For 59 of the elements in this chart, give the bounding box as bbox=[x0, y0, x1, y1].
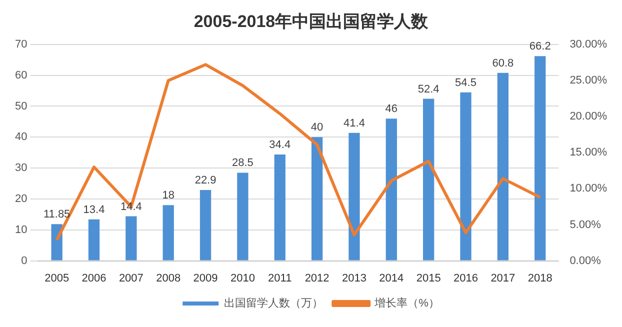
bar bbox=[162, 205, 174, 260]
bar bbox=[88, 219, 100, 260]
data-label: 34.4 bbox=[269, 138, 291, 151]
y2-tick-label: 15.00% bbox=[570, 146, 608, 159]
data-label: 52.4 bbox=[418, 83, 440, 96]
legend-label: 增长率（%） bbox=[374, 296, 440, 310]
y-tick-label: 40 bbox=[14, 131, 28, 144]
data-label: 41.4 bbox=[344, 117, 365, 130]
data-label: 28.5 bbox=[232, 157, 254, 170]
data-label: 40 bbox=[310, 122, 324, 134]
data-label: 60.8 bbox=[492, 57, 514, 70]
y-tick-label: 0 bbox=[21, 254, 28, 267]
bar bbox=[51, 224, 62, 260]
legend-label: 出国留学人数（万） bbox=[224, 296, 324, 310]
bar bbox=[274, 154, 286, 260]
y-tick-label: 20 bbox=[14, 193, 28, 206]
data-label: 14.4 bbox=[120, 200, 142, 213]
bar bbox=[348, 132, 360, 260]
y-tick-label: 30 bbox=[14, 162, 28, 174]
chart-title: 2005-2018年中国出国留学人数 bbox=[194, 12, 430, 31]
bar bbox=[386, 118, 397, 260]
y-tick-label: 50 bbox=[14, 100, 28, 112]
y2-tick-label: 0.00% bbox=[570, 254, 602, 267]
data-label: 46 bbox=[385, 103, 398, 116]
x-tick-label: 2008 bbox=[156, 272, 181, 284]
x-tick-label: 2012 bbox=[304, 272, 330, 284]
y2-tick-label: 30.00% bbox=[570, 38, 608, 50]
data-label: 13.4 bbox=[83, 204, 105, 216]
x-tick-label: 2017 bbox=[490, 272, 516, 284]
y2-tick-label: 5.00% bbox=[570, 218, 602, 231]
bar bbox=[126, 216, 137, 260]
x-tick-label: 2006 bbox=[82, 272, 106, 284]
y-tick-label: 60 bbox=[14, 69, 28, 82]
y2-tick-label: 10.00% bbox=[570, 182, 608, 195]
bar bbox=[237, 172, 248, 260]
x-tick-label: 2013 bbox=[342, 272, 366, 284]
bar bbox=[534, 56, 546, 260]
x-tick-label: 2016 bbox=[454, 272, 478, 284]
bar bbox=[200, 190, 212, 260]
y2-tick-label: 25.00% bbox=[570, 74, 608, 86]
y-tick-label: 70 bbox=[14, 38, 28, 50]
y2-tick-label: 20.00% bbox=[570, 110, 608, 123]
bar bbox=[423, 98, 434, 260]
x-tick-label: 2007 bbox=[118, 272, 144, 284]
data-label: 22.9 bbox=[194, 174, 216, 187]
x-tick-label: 2009 bbox=[193, 272, 218, 284]
bar bbox=[460, 92, 472, 260]
x-tick-label: 2005 bbox=[44, 272, 70, 284]
x-tick-label: 2010 bbox=[230, 272, 255, 284]
x-tick-label: 2015 bbox=[416, 272, 441, 284]
data-label: 66.2 bbox=[529, 40, 551, 53]
x-tick-label: 2018 bbox=[528, 272, 552, 284]
y-tick-label: 10 bbox=[14, 224, 28, 236]
x-tick-label: 2011 bbox=[268, 272, 292, 284]
data-label: 18 bbox=[162, 190, 174, 202]
bar bbox=[497, 72, 509, 260]
data-label: 54.5 bbox=[455, 76, 476, 89]
x-tick-label: 2014 bbox=[379, 272, 404, 284]
bar bbox=[311, 137, 323, 260]
